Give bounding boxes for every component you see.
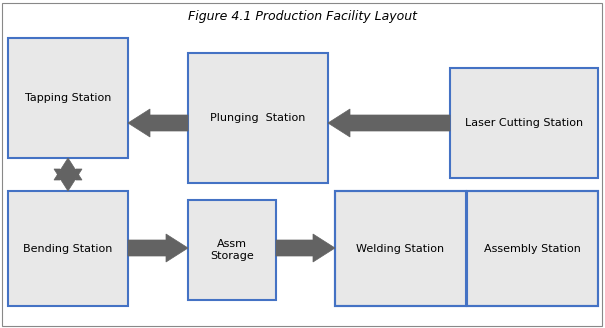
Text: Bending Station: Bending Station [24,243,113,254]
Text: Plunging  Station: Plunging Station [211,113,306,123]
Bar [450,68,598,178]
Bar [335,191,466,306]
Text: Welding Station: Welding Station [356,243,445,254]
Bar [8,38,128,158]
Text: Assembly Station: Assembly Station [484,243,581,254]
Bar [335,191,598,306]
Text: Laser Cutting Station: Laser Cutting Station [465,118,583,128]
Bar [188,200,276,300]
Polygon shape [128,109,188,137]
Polygon shape [328,109,450,137]
Bar [188,53,328,183]
Text: Tapping Station: Tapping Station [25,93,111,103]
Polygon shape [128,234,188,262]
Bar [467,191,598,306]
Text: Figure 4.1 Production Facility Layout: Figure 4.1 Production Facility Layout [188,10,417,23]
Polygon shape [54,158,82,191]
Polygon shape [276,234,335,262]
Text: Assm
Storage: Assm Storage [210,239,254,261]
Bar [8,191,128,306]
